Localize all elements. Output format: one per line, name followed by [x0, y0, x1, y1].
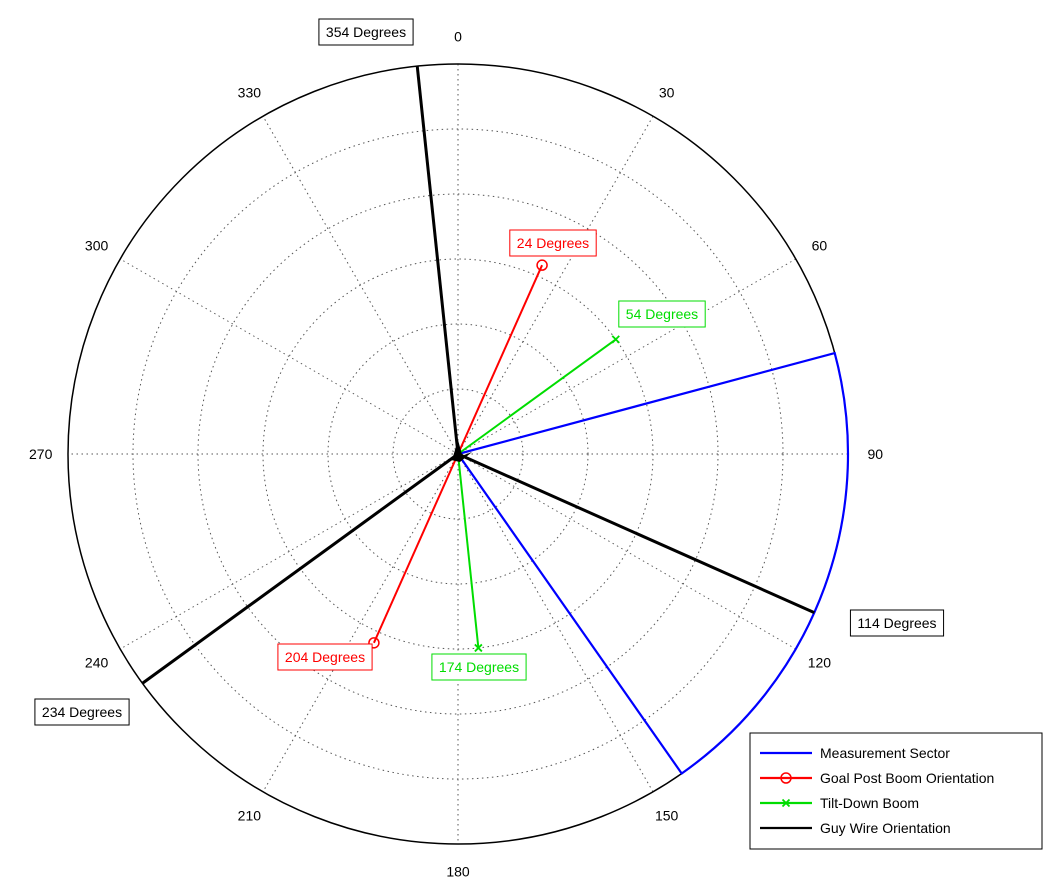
annotation-box — [318, 18, 414, 46]
annotation-234: 234 Degrees — [34, 698, 130, 726]
annotation-box — [849, 609, 945, 637]
legend-entry: Measurement Sector — [760, 745, 950, 761]
series-measurement-sector — [456, 351, 850, 776]
annotation-24: 24 Degrees — [509, 229, 597, 257]
legend-label: Guy Wire Orientation — [820, 820, 951, 836]
annotation-box — [509, 229, 597, 257]
legend-label: Tilt-Down Boom — [820, 795, 919, 811]
annotation-label: 54 Degrees — [626, 306, 698, 322]
tick-label-240: 240 — [85, 655, 109, 671]
legend-entry: Goal Post Boom Orientation — [760, 770, 994, 786]
annotation-label: 114 Degrees — [857, 615, 936, 631]
annotation-label: 354 Degrees — [326, 24, 406, 40]
data-marker-circle — [368, 637, 380, 649]
ray-24 — [457, 264, 543, 455]
tick-label-270: 270 — [29, 446, 53, 462]
annotation-box — [34, 698, 130, 726]
annotation-114: 114 Degrees — [849, 609, 945, 637]
ray-174 — [457, 453, 480, 649]
annotation-204: 204 Degrees — [277, 643, 373, 671]
data-marker-x — [781, 798, 791, 808]
tick-label-0: 0 — [454, 29, 462, 45]
center-arrowhead — [452, 440, 463, 460]
annotation-174: 174 Degrees — [431, 653, 527, 681]
data-marker-circle — [780, 772, 792, 784]
data-marker-circle — [536, 259, 548, 271]
annotation-label: 204 Degrees — [285, 649, 365, 665]
legend-label: Goal Post Boom Orientation — [820, 770, 994, 786]
annotation-box — [431, 653, 527, 681]
tick-label-120: 120 — [808, 655, 832, 671]
annotation-layer: 354 Degrees 24 Degrees 54 Degrees 114 Degre… — [34, 18, 945, 726]
grid-spoke — [120, 258, 796, 650]
ray-234 — [141, 452, 459, 685]
tick-label-30: 30 — [659, 85, 675, 101]
sector-outline — [456, 351, 850, 776]
legend-entry: Guy Wire Orientation — [760, 820, 951, 836]
angle-tick-labels: 0 30 60 90 120 150 180 210 240 270 300 330 — [29, 29, 883, 880]
series-goal-post-boom-orientation — [368, 259, 548, 649]
annotation-354: 354 Degrees — [318, 18, 414, 46]
ray-54 — [457, 338, 617, 455]
grid-spoke — [262, 116, 654, 792]
ray-204 — [373, 453, 459, 644]
tick-label-330: 330 — [238, 85, 262, 101]
tick-label-180: 180 — [446, 863, 470, 879]
tick-label-90: 90 — [868, 446, 884, 462]
annotation-label: 24 Degrees — [517, 235, 589, 251]
legend: Measurement Sector Goal Post Boom Orienta… — [749, 732, 1043, 850]
data-marker-x — [474, 643, 483, 653]
tick-label-60: 60 — [812, 237, 828, 253]
ray-114 — [457, 452, 815, 614]
annotation-label: 234 Degrees — [42, 704, 122, 720]
legend-label: Measurement Sector — [820, 745, 950, 761]
legend-entry: Tilt-Down Boom — [760, 795, 919, 811]
tick-label-300: 300 — [85, 237, 109, 253]
series-layer — [141, 65, 850, 776]
annotation-box — [277, 643, 373, 671]
tick-label-150: 150 — [655, 807, 679, 823]
tick-label-210: 210 — [238, 807, 262, 823]
annotation-label: 174 Degrees — [439, 659, 519, 675]
data-marker-x — [611, 335, 620, 344]
annotation-54: 54 Degrees — [618, 300, 706, 328]
series-tilt-down-boom — [457, 335, 620, 653]
annotation-box — [618, 300, 706, 328]
series-guy-wire-orientation — [141, 65, 815, 685]
ray-354 — [415, 65, 460, 455]
